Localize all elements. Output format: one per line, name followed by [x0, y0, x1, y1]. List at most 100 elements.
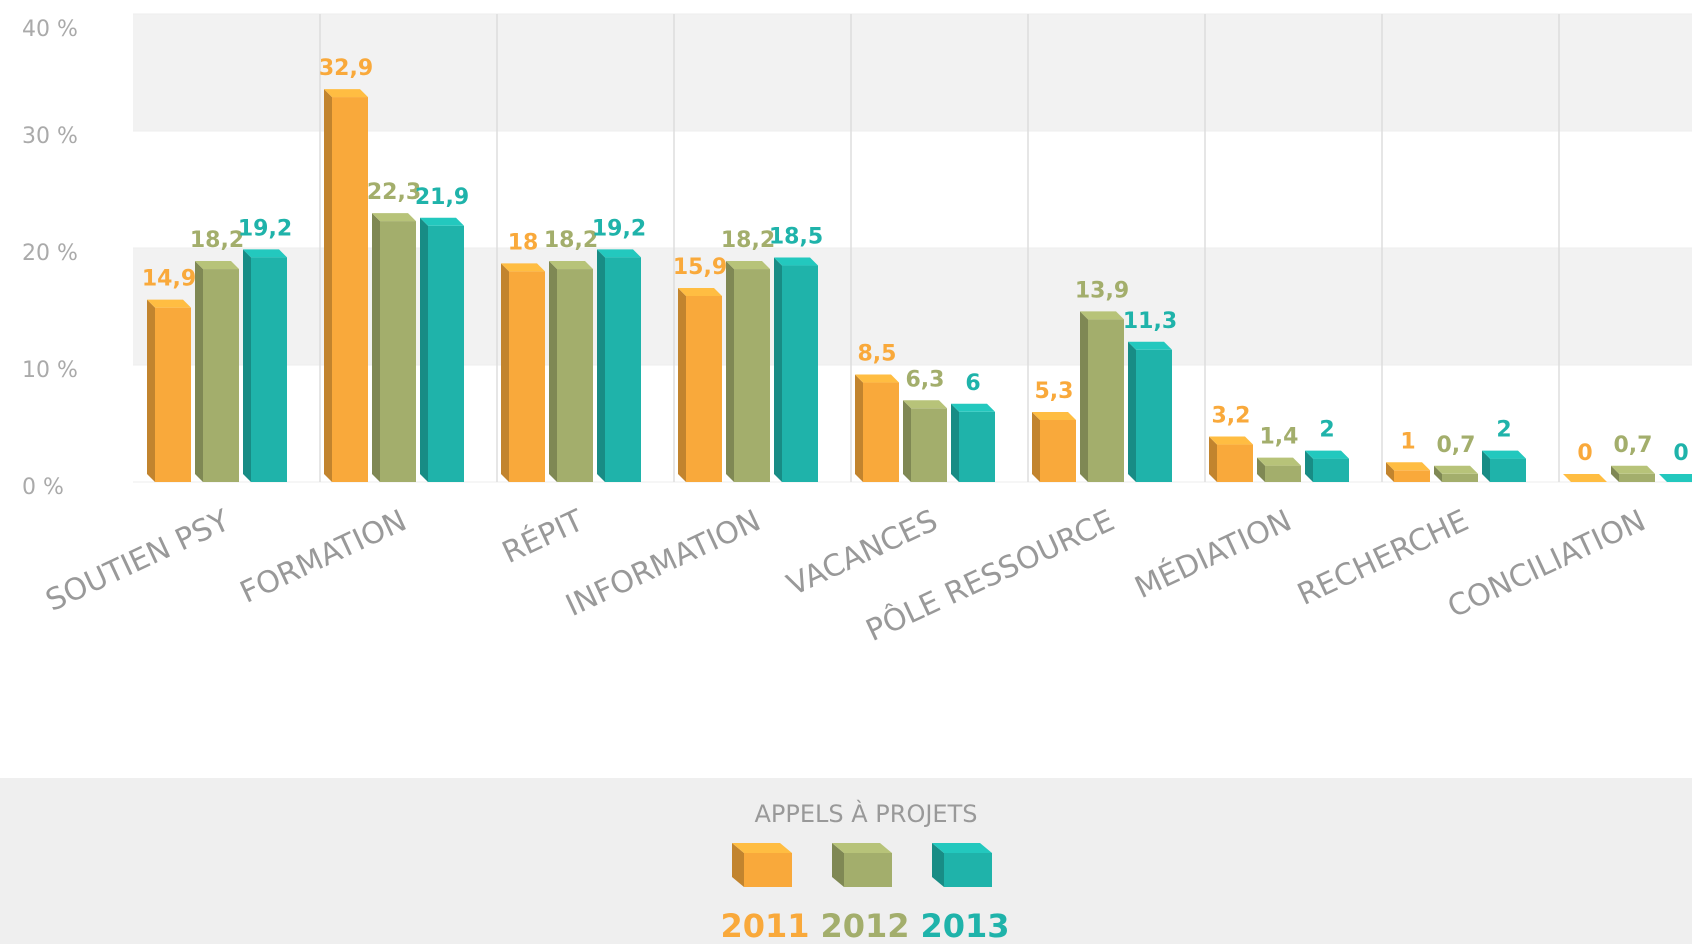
bar-side	[1209, 436, 1217, 482]
value-label: 22,3	[367, 180, 421, 205]
bar	[1088, 319, 1124, 482]
bar-side	[1128, 341, 1136, 482]
bar	[380, 221, 416, 482]
bar-top	[1386, 462, 1430, 471]
bar-top	[597, 249, 641, 258]
bar-top	[774, 257, 818, 266]
bar-side	[597, 249, 605, 482]
bar-top	[951, 403, 995, 412]
bar-side	[1080, 311, 1088, 482]
bar-top	[147, 299, 191, 308]
value-label: 18,2	[544, 228, 598, 253]
legend-title: APPELS À PROJETS	[755, 799, 978, 828]
bar-top	[549, 261, 593, 270]
bar-side	[726, 261, 734, 482]
x-tick-label: INFORMATION	[561, 503, 766, 624]
bar-top	[1080, 311, 1124, 320]
bar-top	[372, 213, 416, 222]
bar-top	[1128, 341, 1172, 350]
value-label: 6,3	[906, 367, 945, 392]
value-label: 0	[1673, 441, 1688, 466]
x-tick-label: CONCILIATION	[1442, 503, 1651, 625]
bar-top	[1482, 450, 1526, 459]
legend-swatch-side	[832, 843, 844, 887]
bar	[863, 382, 899, 482]
bar-side	[951, 403, 959, 482]
bar	[782, 265, 818, 482]
bar-side	[1032, 411, 1040, 482]
value-label: 6	[965, 371, 980, 396]
bar	[1394, 470, 1430, 482]
value-label: 21,9	[415, 185, 469, 210]
bar-top	[855, 374, 899, 383]
bar-side	[1611, 465, 1619, 482]
bar	[1619, 473, 1655, 482]
legend-swatch	[744, 853, 792, 887]
value-label: 1,4	[1260, 425, 1299, 450]
bar-top	[243, 249, 287, 258]
bar	[686, 295, 722, 482]
bar	[428, 225, 464, 482]
bar-side	[1305, 450, 1313, 482]
legend-swatch	[944, 853, 992, 887]
bar-top	[1209, 436, 1253, 445]
value-label: 0,7	[1614, 433, 1653, 458]
bar-side	[501, 263, 509, 482]
value-label: 1	[1400, 429, 1415, 454]
bar-side	[1257, 457, 1265, 482]
value-label: 19,2	[238, 216, 292, 241]
x-tick-label: MÉDIATION	[1129, 502, 1297, 606]
bar-top	[1257, 457, 1301, 466]
value-label: 2	[1319, 418, 1334, 443]
y-tick-label: 10 %	[22, 358, 78, 383]
bar-top	[420, 217, 464, 226]
legend-label: 2013	[920, 907, 1009, 944]
bar	[332, 97, 368, 482]
bar	[557, 269, 593, 482]
bar	[1136, 349, 1172, 482]
bar	[1040, 419, 1076, 482]
value-label: 3,2	[1212, 404, 1251, 429]
bar-side	[324, 89, 332, 482]
bar-top	[324, 89, 368, 98]
value-label: 0	[1577, 441, 1592, 466]
value-label: 18,5	[769, 225, 823, 250]
value-label: 18,2	[721, 228, 775, 253]
value-label: 8,5	[858, 342, 897, 367]
value-label: 18	[508, 230, 539, 255]
bar-side	[243, 249, 251, 482]
bar	[1442, 473, 1478, 482]
bar	[1313, 458, 1349, 482]
bar-side	[372, 213, 380, 482]
value-label: 0,7	[1437, 433, 1476, 458]
bar	[911, 408, 947, 482]
bar-top	[501, 263, 545, 272]
bar-top	[1659, 474, 1692, 482]
bar	[1490, 458, 1526, 482]
bar	[509, 271, 545, 482]
legend-swatch-top	[732, 843, 792, 853]
bar-top	[903, 400, 947, 409]
legend-swatch-side	[932, 843, 944, 887]
bar-side	[1434, 465, 1442, 482]
bar-top	[1434, 465, 1478, 474]
bar-top	[678, 287, 722, 296]
value-label: 15,9	[673, 255, 727, 280]
bar	[959, 411, 995, 482]
bar-side	[678, 287, 686, 482]
bar-side	[195, 261, 203, 482]
x-tick-label: VACANCES	[782, 503, 943, 603]
bar-side	[549, 261, 557, 482]
value-label: 2	[1496, 418, 1511, 443]
value-label: 14,9	[142, 267, 196, 292]
value-label: 18,2	[190, 228, 244, 253]
legend-swatch-top	[832, 843, 892, 853]
value-label: 13,9	[1075, 278, 1129, 303]
y-tick-label: 40 %	[22, 17, 78, 42]
y-tick-label: 30 %	[22, 124, 78, 149]
legend-swatch-top	[932, 843, 992, 853]
bar-side	[855, 374, 863, 482]
bar	[155, 307, 191, 482]
legend-swatch	[844, 853, 892, 887]
